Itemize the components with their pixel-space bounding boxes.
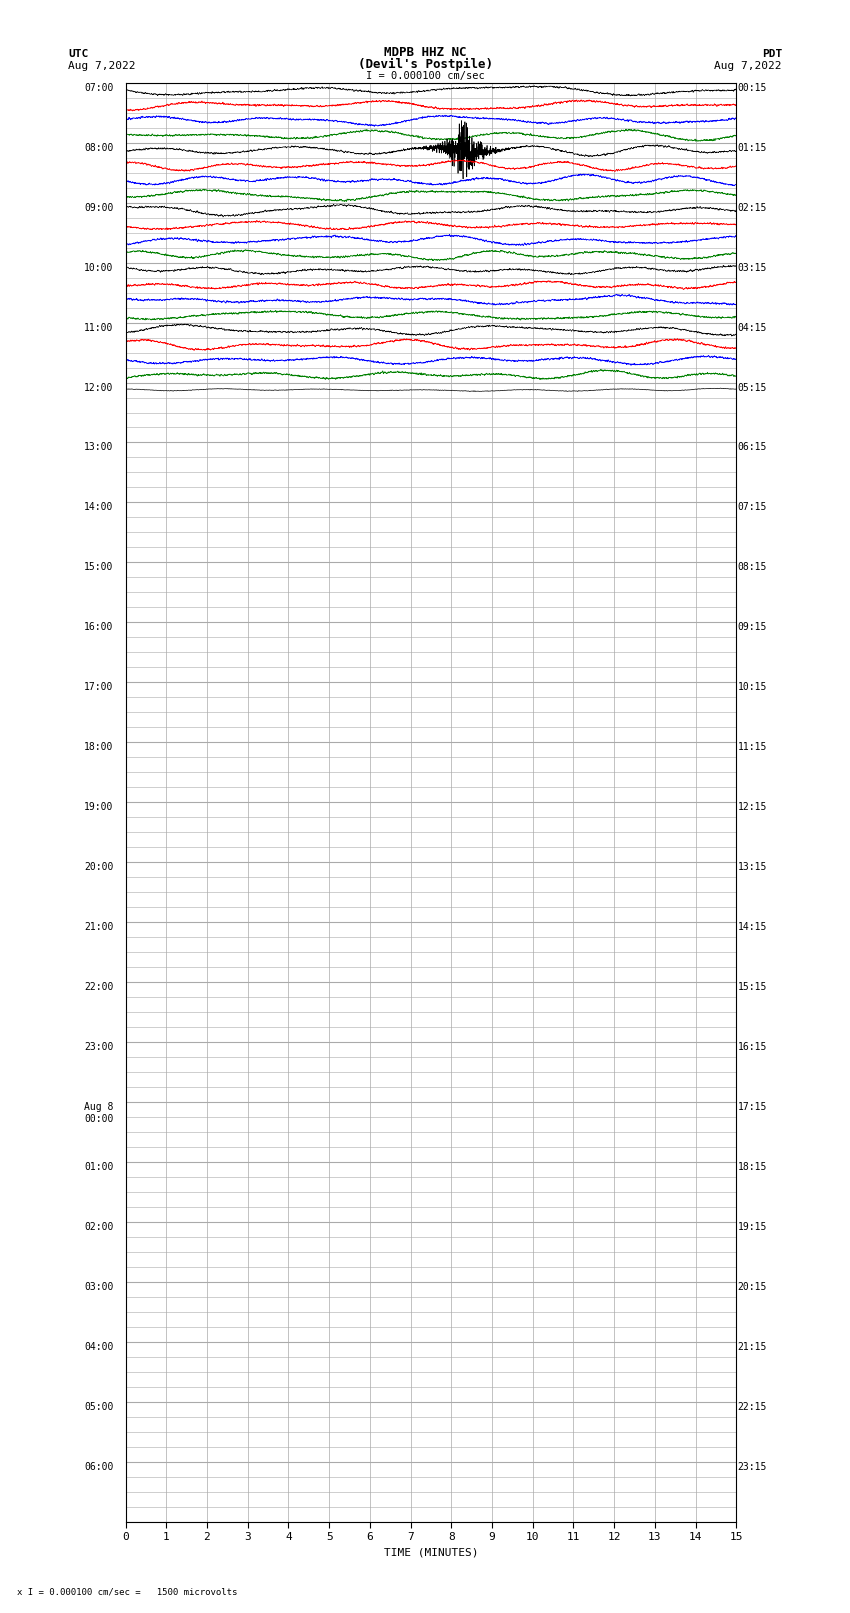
Text: 01:15: 01:15 — [738, 142, 767, 153]
Text: 17:15: 17:15 — [738, 1102, 767, 1111]
Text: 03:15: 03:15 — [738, 263, 767, 273]
Text: 19:15: 19:15 — [738, 1223, 767, 1232]
Text: 20:15: 20:15 — [738, 1282, 767, 1292]
Text: 04:00: 04:00 — [84, 1342, 113, 1352]
Text: Aug 7,2022: Aug 7,2022 — [715, 61, 782, 71]
Text: 20:00: 20:00 — [84, 863, 113, 873]
Text: 11:15: 11:15 — [738, 742, 767, 752]
Text: I = 0.000100 cm/sec: I = 0.000100 cm/sec — [366, 71, 484, 82]
Text: 09:15: 09:15 — [738, 623, 767, 632]
Text: 18:15: 18:15 — [738, 1161, 767, 1173]
Text: 08:00: 08:00 — [84, 142, 113, 153]
Text: 15:00: 15:00 — [84, 563, 113, 573]
Text: 14:15: 14:15 — [738, 923, 767, 932]
Text: 02:15: 02:15 — [738, 203, 767, 213]
Text: 19:00: 19:00 — [84, 802, 113, 813]
Text: 03:00: 03:00 — [84, 1282, 113, 1292]
Text: (Devil's Postpile): (Devil's Postpile) — [358, 58, 492, 71]
Text: 00:15: 00:15 — [738, 82, 767, 92]
Text: 10:00: 10:00 — [84, 263, 113, 273]
Text: Aug 7,2022: Aug 7,2022 — [68, 61, 135, 71]
Text: Aug 8
00:00: Aug 8 00:00 — [84, 1102, 113, 1124]
Text: 14:00: 14:00 — [84, 502, 113, 513]
Text: MDPB HHZ NC: MDPB HHZ NC — [383, 45, 467, 58]
Text: 07:15: 07:15 — [738, 502, 767, 513]
Text: 21:15: 21:15 — [738, 1342, 767, 1352]
Text: 08:15: 08:15 — [738, 563, 767, 573]
Text: 17:00: 17:00 — [84, 682, 113, 692]
Text: 12:00: 12:00 — [84, 382, 113, 392]
X-axis label: TIME (MINUTES): TIME (MINUTES) — [383, 1548, 479, 1558]
Text: 07:00: 07:00 — [84, 82, 113, 92]
Text: PDT: PDT — [762, 48, 782, 58]
Text: 09:00: 09:00 — [84, 203, 113, 213]
Text: 06:15: 06:15 — [738, 442, 767, 453]
Text: 13:00: 13:00 — [84, 442, 113, 453]
Text: 16:00: 16:00 — [84, 623, 113, 632]
Text: 06:00: 06:00 — [84, 1461, 113, 1471]
Text: 15:15: 15:15 — [738, 982, 767, 992]
Text: 18:00: 18:00 — [84, 742, 113, 752]
Text: 16:15: 16:15 — [738, 1042, 767, 1052]
Text: 04:15: 04:15 — [738, 323, 767, 332]
Text: 10:15: 10:15 — [738, 682, 767, 692]
Text: 21:00: 21:00 — [84, 923, 113, 932]
Text: 22:15: 22:15 — [738, 1402, 767, 1411]
Text: 05:00: 05:00 — [84, 1402, 113, 1411]
Text: 23:15: 23:15 — [738, 1461, 767, 1471]
Text: 22:00: 22:00 — [84, 982, 113, 992]
Text: 02:00: 02:00 — [84, 1223, 113, 1232]
Text: 05:15: 05:15 — [738, 382, 767, 392]
Text: UTC: UTC — [68, 48, 88, 58]
Text: 23:00: 23:00 — [84, 1042, 113, 1052]
Text: 01:00: 01:00 — [84, 1161, 113, 1173]
Text: 12:15: 12:15 — [738, 802, 767, 813]
Text: x I = 0.000100 cm/sec =   1500 microvolts: x I = 0.000100 cm/sec = 1500 microvolts — [17, 1587, 237, 1597]
Text: 13:15: 13:15 — [738, 863, 767, 873]
Text: 11:00: 11:00 — [84, 323, 113, 332]
